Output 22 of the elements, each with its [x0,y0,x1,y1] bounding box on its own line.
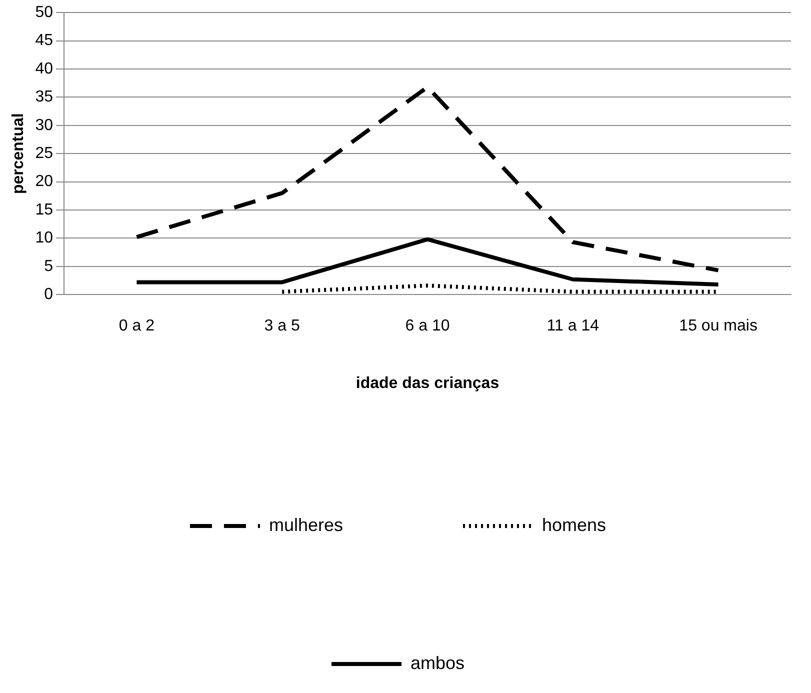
y-tick-label: 40 [35,60,54,78]
x-tick-label: 3 a 5 [264,318,300,335]
x-tick-label: 6 a 10 [405,318,450,335]
y-tick-label: 30 [35,116,54,134]
legend-label: homens [542,514,606,535]
y-tick-label: 35 [35,88,54,106]
y-tick-label: 15 [35,201,54,218]
y-tick-label: 45 [35,32,54,50]
y-tick-label: 25 [35,145,54,162]
x-axis-title: idade das crianças [356,374,500,392]
x-tick-label: 15 ou mais [679,318,758,335]
y-tick-label: 50 [35,4,54,22]
y-tick-label: 0 [44,286,54,304]
y-axis-title: percentual [10,113,28,194]
line-series [134,85,720,272]
y-tick-label: 5 [44,258,54,275]
x-tick-label: 11 a 14 [546,318,600,335]
legend-label: mulheres [268,514,343,535]
legend-label: ambos [410,652,465,673]
y-tick-label: 20 [35,173,54,190]
y-tick-label: 10 [35,230,54,247]
x-tick-label: 0 a 2 [118,318,155,335]
